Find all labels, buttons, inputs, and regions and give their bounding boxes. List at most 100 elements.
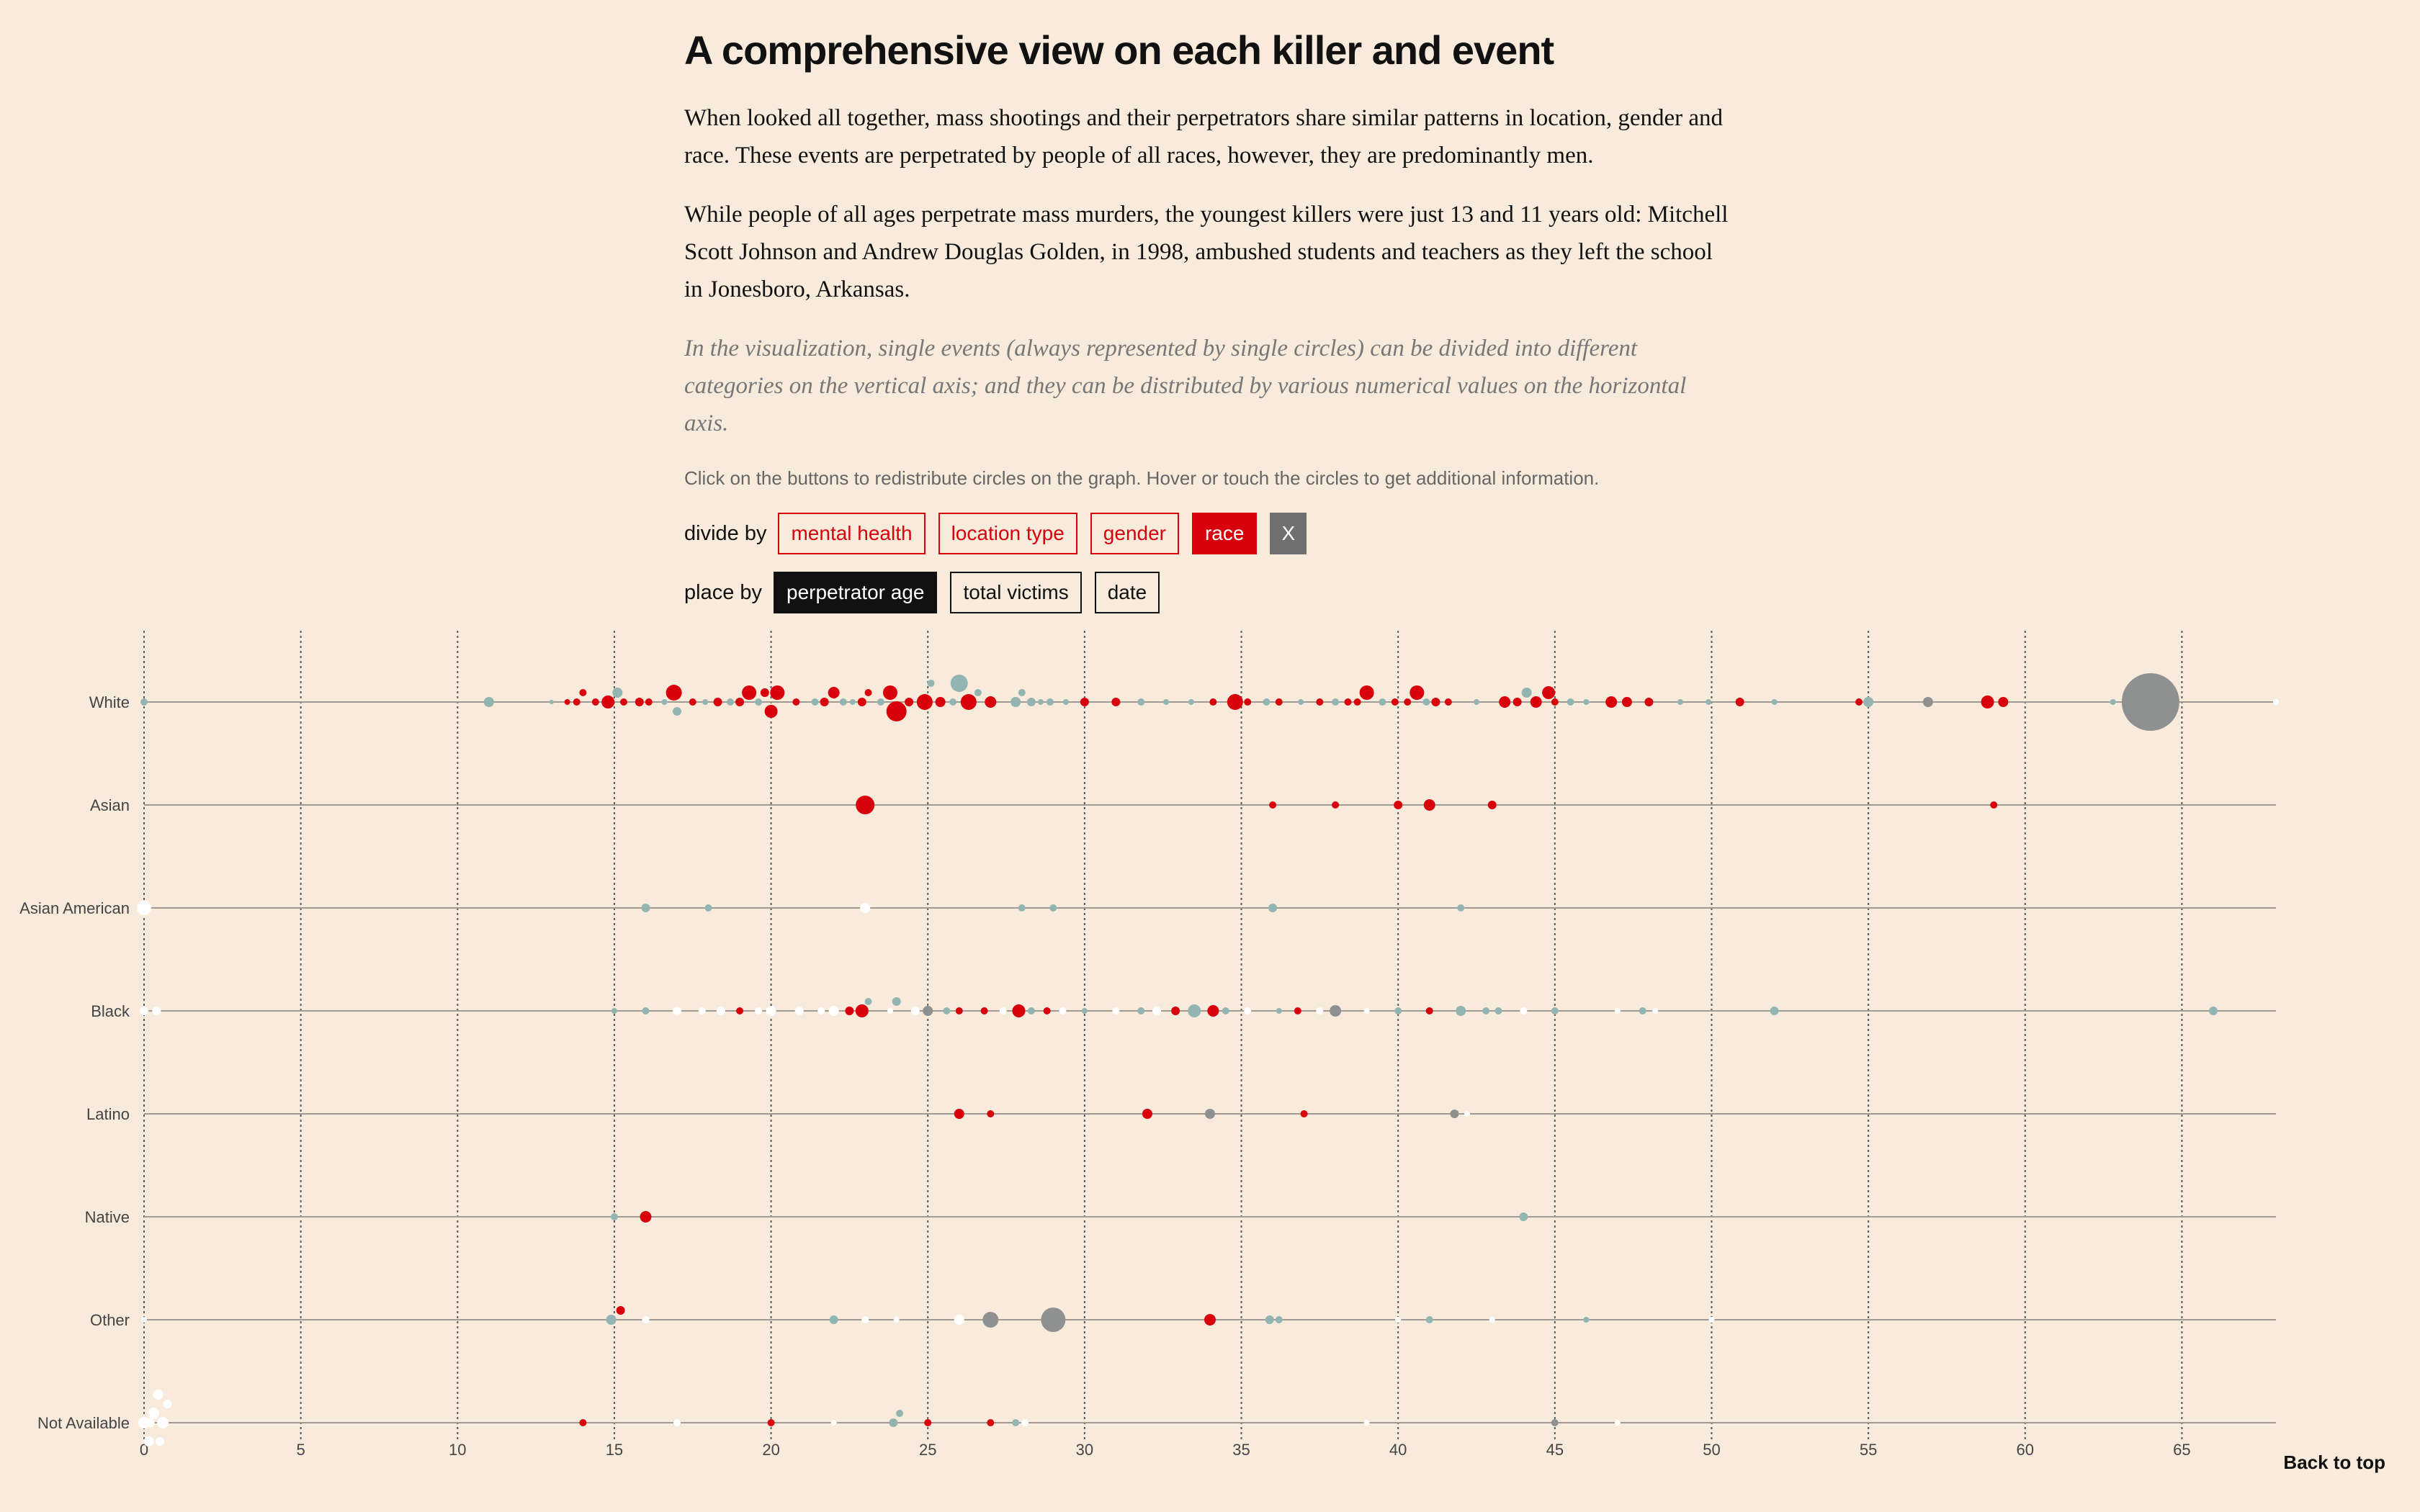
event-circle[interactable] [157,1417,169,1428]
event-circle[interactable] [1706,699,1712,705]
event-circle[interactable] [2208,1007,2218,1015]
event-circle[interactable] [1363,1420,1370,1426]
event-circle[interactable] [140,698,148,706]
event-circle[interactable] [141,1317,147,1323]
event-circle[interactable] [2110,699,2116,705]
event-circle[interactable] [987,1419,995,1426]
event-circle[interactable] [943,1007,951,1014]
event-circle[interactable] [673,1007,681,1015]
event-circle[interactable] [1275,698,1283,706]
event-circle[interactable] [1012,1419,1020,1426]
event-circle[interactable] [1265,1315,1274,1324]
event-circle[interactable] [1316,1007,1324,1014]
place-date-button[interactable]: date [1094,572,1160,613]
event-circle[interactable] [1499,696,1511,708]
event-circle[interactable] [1316,698,1324,706]
event-circle[interactable] [713,698,722,706]
event-circle[interactable] [1771,699,1778,705]
event-circle[interactable] [987,1110,995,1117]
event-circle[interactable] [610,1213,618,1220]
event-circle[interactable] [887,1008,893,1014]
event-circle[interactable] [1209,698,1217,706]
event-circle[interactable] [579,689,587,696]
divide-race-button[interactable]: race [1191,513,1258,554]
event-circle[interactable] [1981,696,1994,708]
event-circle[interactable] [2121,673,2179,731]
event-circle[interactable] [1207,1005,1219,1017]
event-circle[interactable] [845,1007,854,1015]
event-circle[interactable] [1425,1007,1433,1014]
event-circle[interactable] [794,1007,804,1015]
event-circle[interactable] [1482,1007,1490,1014]
event-circle[interactable] [1487,801,1497,809]
event-circle[interactable] [935,697,946,707]
event-circle[interactable] [601,696,615,708]
event-circle[interactable] [1652,1008,1659,1014]
event-circle[interactable] [1394,801,1403,809]
event-circle[interactable] [1294,1007,1301,1014]
event-circle[interactable] [1171,1007,1180,1015]
event-circle[interactable] [742,685,757,700]
event-circle[interactable] [817,1007,825,1014]
clear-divide-button[interactable]: X [1270,513,1307,554]
event-circle[interactable] [1551,1007,1559,1014]
event-circle[interactable] [1494,1007,1502,1014]
event-circle[interactable] [857,698,866,706]
event-circle[interactable] [1423,799,1435,811]
event-circle[interactable] [1263,698,1270,706]
event-circle[interactable] [1644,698,1654,706]
event-circle[interactable] [1379,698,1386,706]
event-circle[interactable] [1410,685,1425,700]
event-circle[interactable] [1391,698,1399,706]
event-circle[interactable] [1520,1007,1528,1014]
event-circle[interactable] [1735,698,1744,706]
back-to-top-link[interactable]: Back to top [2283,1452,2385,1473]
event-circle[interactable] [736,1007,744,1014]
event-circle[interactable] [1456,1006,1466,1016]
event-circle[interactable] [916,694,933,710]
event-circle[interactable] [641,904,650,912]
event-circle[interactable] [1275,1316,1283,1323]
event-circle[interactable] [1551,1419,1559,1426]
event-circle[interactable] [999,1007,1007,1014]
event-circle[interactable] [1521,688,1532,698]
event-circle[interactable] [642,1007,650,1014]
event-circle[interactable] [864,689,872,696]
event-circle[interactable] [1614,1008,1621,1014]
event-circle[interactable] [755,698,763,706]
event-circle[interactable] [1300,1110,1308,1117]
event-circle[interactable] [1010,697,1021,707]
event-circle[interactable] [910,1007,920,1015]
event-circle[interactable] [955,1007,963,1014]
event-circle[interactable] [883,685,897,700]
event-circle[interactable] [1081,1008,1088,1014]
event-circle[interactable] [163,1400,172,1408]
event-circle[interactable] [896,1410,904,1417]
event-circle[interactable] [1188,1004,1201,1017]
event-circle[interactable] [755,1007,763,1014]
event-circle[interactable] [1163,699,1170,705]
event-circle[interactable] [1244,1007,1252,1014]
event-circle[interactable] [764,705,778,718]
event-circle[interactable] [1530,696,1542,708]
event-circle[interactable] [1026,698,1036,706]
event-circle[interactable] [483,697,494,707]
divide-gender-button[interactable]: gender [1090,513,1179,554]
event-circle[interactable] [1018,904,1026,912]
event-circle[interactable] [1298,699,1304,705]
event-circle[interactable] [861,1316,869,1323]
event-circle[interactable] [792,698,800,706]
event-circle[interactable] [1353,698,1361,706]
event-circle[interactable] [1043,1007,1051,1014]
event-circle[interactable] [1204,1314,1216,1326]
divide-location-type-button[interactable]: location type [938,513,1077,554]
event-circle[interactable] [949,698,957,706]
event-circle[interactable] [145,1418,155,1427]
event-circle[interactable] [1425,1316,1433,1323]
event-circle[interactable] [155,1437,164,1446]
event-circle[interactable] [1268,904,1278,912]
event-circle[interactable] [1922,697,1933,707]
event-circle[interactable] [1855,698,1863,706]
event-circle[interactable] [564,699,570,705]
event-circle[interactable] [886,701,907,721]
